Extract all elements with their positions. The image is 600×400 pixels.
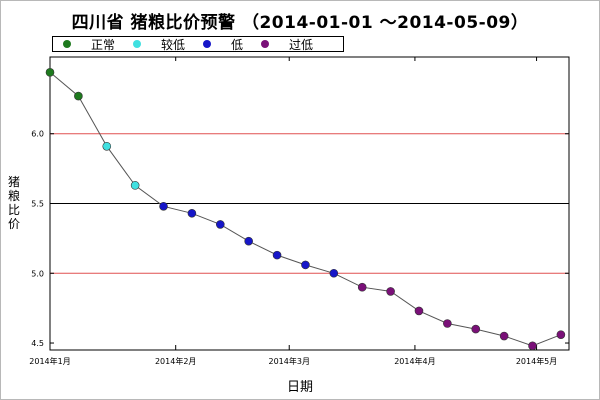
x-tick-label: 2014年2月 — [155, 356, 196, 366]
chart-title: 四川省 猪粮比价预警 （2014-01-01 ～2014-05-09） — [71, 13, 529, 33]
data-point — [215, 220, 225, 229]
legend-item-too-low: 过低 — [261, 36, 313, 53]
data-point — [244, 236, 253, 246]
data-point — [471, 324, 481, 334]
data-point — [443, 319, 452, 328]
x-axis-label: 日期 — [286, 380, 313, 395]
legend-label-lower: 较低 — [161, 37, 186, 52]
data-point — [301, 260, 310, 270]
data-point — [329, 268, 339, 278]
x-tick-label: 2014年4月 — [394, 356, 435, 366]
legend-item-low: 低 — [203, 36, 243, 53]
y-tick-label: 4.5 — [31, 339, 44, 348]
legend-marker-low — [203, 40, 212, 48]
series-line — [49, 71, 562, 347]
data-point — [74, 91, 83, 101]
data-point — [159, 201, 168, 211]
legend-label-low: 低 — [231, 37, 244, 52]
data-point — [272, 250, 282, 260]
y-tick-label: 5.5 — [31, 200, 44, 209]
data-point — [102, 141, 112, 151]
x-tick-label: 2014年3月 — [269, 356, 310, 366]
data-point — [499, 331, 509, 341]
legend-item-normal: 正常 — [63, 36, 115, 53]
y-tick-label: 6.0 — [31, 130, 44, 139]
data-point — [45, 68, 55, 77]
legend-marker-normal — [63, 40, 71, 48]
data-point — [556, 330, 566, 339]
x-tick-label: 2014年1月 — [29, 356, 70, 366]
legend-item-lower: 较低 — [133, 36, 185, 53]
data-point — [187, 208, 197, 218]
data-point — [130, 181, 140, 190]
legend-marker-too-low — [261, 40, 270, 48]
chart-legend: 正常 较低 低 过低 — [52, 36, 344, 52]
y-axis-label: 猪粮比价 — [7, 175, 20, 231]
legend-label-too-low: 过低 — [289, 37, 314, 52]
data-point — [357, 282, 367, 292]
x-tick-label: 2014年5月 — [516, 356, 557, 366]
data-point — [528, 341, 537, 351]
y-tick-label: 5.0 — [31, 269, 44, 278]
legend-label-normal: 正常 — [91, 37, 116, 52]
legend-marker-lower — [133, 40, 142, 48]
data-point — [386, 287, 395, 296]
data-point — [414, 306, 424, 316]
